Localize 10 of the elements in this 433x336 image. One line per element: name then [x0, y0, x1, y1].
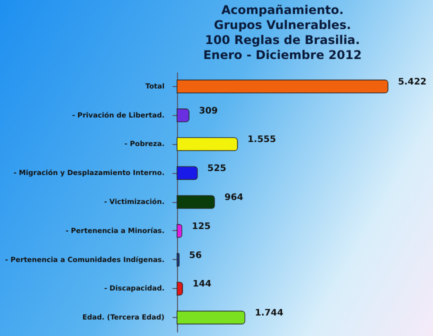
data-label: 1.744 — [254, 308, 284, 319]
chart-title: Acompañamiento. Grupos Vulnerables. 100 Reglas de Brasilia. Enero - Diciembre 2012 — [203, 3, 362, 62]
data-label: 525 — [207, 164, 226, 174]
data-label: 309 — [199, 106, 218, 116]
data-label: 5.422 — [398, 77, 426, 88]
data-label: 56 — [189, 250, 202, 261]
data-label: 125 — [192, 222, 211, 232]
data-label: 964 — [224, 193, 244, 203]
data-label: 1.555 — [248, 135, 276, 146]
data-label: 144 — [192, 280, 212, 290]
